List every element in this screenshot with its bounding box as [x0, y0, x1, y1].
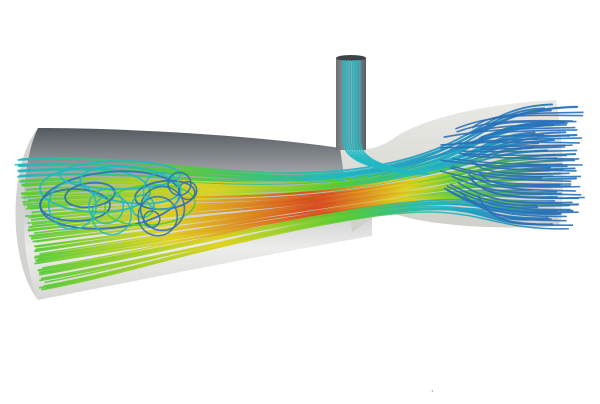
- streamline: [42, 197, 562, 269]
- vortex-swirl: [142, 210, 161, 229]
- outlet-streamline: [458, 152, 567, 157]
- streamline: [28, 166, 552, 229]
- outlet-streamline: [446, 188, 567, 218]
- streamline: [22, 147, 533, 206]
- outlet-streamline: [440, 141, 580, 146]
- outlet-streamline: [440, 159, 568, 168]
- outlet-streamline: [459, 191, 567, 222]
- vortex-swirl: [137, 195, 179, 237]
- outlet-streamline: [462, 149, 578, 153]
- outlet-streamline: [452, 157, 583, 166]
- outlet-streamline: [449, 167, 572, 183]
- outlet-streamline: [471, 111, 584, 129]
- outlet-streamline: [443, 187, 579, 214]
- outlet-streamline: [455, 114, 584, 130]
- outlet-streamline: [457, 181, 573, 204]
- vortex-swirl: [48, 181, 97, 230]
- vortex-swirl: [142, 171, 182, 211]
- outlet-streamline: [470, 161, 577, 172]
- outlet-streamline: [439, 170, 572, 186]
- outlet-streamline: [467, 173, 577, 192]
- outlet-streamline: [449, 183, 570, 207]
- vortex-swirl: [167, 171, 192, 197]
- outlet-streamline: [478, 129, 578, 140]
- streamline: [20, 122, 568, 185]
- vortex-loop: [39, 188, 111, 222]
- streamline: [38, 202, 547, 276]
- outlet-streamline: [475, 164, 570, 175]
- outlet-streamline: [470, 178, 585, 199]
- outlet-streamline: [479, 146, 566, 151]
- outlet-streamline: [478, 172, 581, 188]
- injection-pipe-opening: [336, 55, 366, 61]
- vortex-swirl: [91, 194, 132, 236]
- outlet-streamline: [440, 144, 566, 149]
- outlet-streamline: [451, 165, 581, 178]
- streamline: [34, 183, 551, 253]
- streamline: [45, 211, 570, 288]
- outlet-streamline: [477, 194, 574, 227]
- scene-marker: ·: [431, 387, 434, 396]
- outlet-streamline: [477, 134, 570, 142]
- streamline: [29, 163, 541, 228]
- outlet-streamline: [471, 120, 577, 134]
- outlet-streamline: [451, 175, 582, 196]
- streamline: [41, 207, 554, 291]
- injection-streamline: [359, 60, 430, 175]
- outlet-streamline: [443, 126, 576, 138]
- vortex-swirl: [88, 188, 125, 225]
- vortex-swirl: [178, 180, 198, 201]
- vortex-loop: [59, 160, 181, 190]
- outlet-streamline: [462, 154, 580, 160]
- recirculation-vortex: [39, 160, 198, 237]
